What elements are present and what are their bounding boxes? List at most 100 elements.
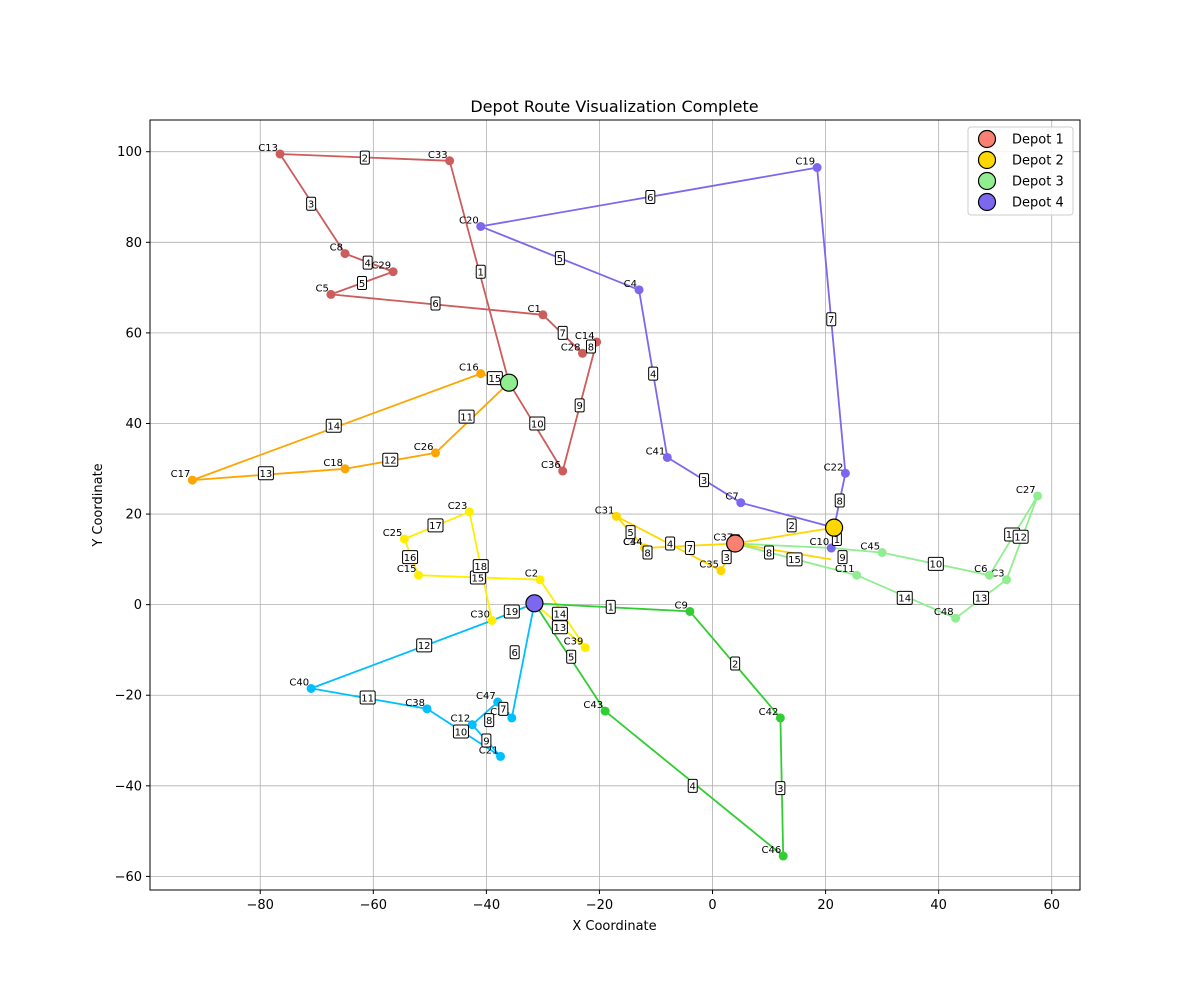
step-label: 14: [898, 594, 911, 605]
customer-point: [600, 706, 610, 716]
customer-point: [611, 511, 621, 521]
step-label-box: [416, 638, 433, 653]
customer-label: C39: [564, 637, 584, 648]
step-label-box: [927, 556, 944, 571]
step-label-box: [786, 552, 803, 567]
x-tick-label: 40: [930, 898, 947, 913]
customer-point: [685, 606, 695, 616]
legend-marker: [977, 171, 997, 191]
step-label-box: [325, 418, 342, 433]
step-label-box: [551, 620, 568, 635]
step-label: 1: [834, 535, 840, 546]
x-tick-label: −20: [586, 898, 613, 913]
step-label: 8: [644, 548, 650, 559]
customer-label: C37: [713, 533, 733, 544]
customer-point: [487, 616, 497, 625]
step-label-box: [357, 276, 368, 291]
step-label-box: [837, 550, 848, 565]
customer-label: C23: [448, 501, 468, 512]
step-label-box: [574, 398, 585, 413]
step-label-box: [475, 264, 486, 279]
x-tick-label: 20: [817, 898, 834, 913]
customer-point: [422, 704, 432, 714]
step-label: 3: [723, 553, 729, 564]
step-label: 10: [929, 560, 942, 571]
y-tick-label: −60: [115, 870, 142, 885]
step-label: 2: [732, 659, 738, 670]
step-label-box: [382, 452, 399, 467]
step-label-box: [684, 541, 695, 556]
customer-label: C19: [795, 157, 815, 168]
step-label-box: [721, 550, 732, 565]
customer-label: C13: [258, 143, 278, 154]
step-labels-layer: 1234567891012345678981011121314152345781…: [257, 150, 1029, 796]
legend-marker: [977, 192, 997, 212]
customer-label: C3: [991, 569, 1004, 580]
customer-point: [1033, 491, 1043, 501]
customer-point: [1002, 575, 1012, 585]
step-label: 11: [1006, 530, 1019, 541]
customer-label: C47: [476, 691, 496, 702]
x-tick-label: 0: [708, 898, 716, 913]
customer-label: C12: [451, 714, 471, 725]
customer-label: C15: [397, 564, 417, 575]
customer-label: C38: [405, 698, 425, 709]
step-label: 2: [362, 153, 368, 164]
legend: Depot 1 Depot 2 Depot 3 Depot 4: [967, 126, 1074, 216]
customer-point: [634, 285, 644, 295]
step-label-box: [472, 559, 489, 574]
step-label-box: [452, 724, 469, 739]
step-label: 17: [429, 521, 442, 532]
customer-point: [507, 713, 517, 723]
step-label: 4: [690, 782, 696, 793]
y-tick-label: 20: [125, 508, 142, 523]
customer-point: [716, 566, 726, 576]
step-label: 8: [486, 716, 492, 727]
step-label-box: [645, 190, 656, 204]
chart-title: Depot Route Visualization Complete: [470, 97, 758, 116]
step-label: 7: [687, 544, 693, 555]
customer-label: C34: [623, 537, 643, 548]
customer-point: [778, 851, 788, 861]
step-label-box: [834, 493, 845, 508]
customer-label: C10: [810, 537, 830, 548]
y-tick-label: 0: [134, 598, 142, 613]
step-label-box: [648, 366, 659, 381]
step-label: 13: [975, 594, 988, 605]
step-label: 9: [576, 401, 582, 412]
legend-entry: Depot 1: [1012, 133, 1064, 148]
route-line: [479, 166, 847, 529]
step-label-box: [896, 590, 913, 605]
customer-label: C5: [316, 283, 329, 294]
customer-point: [662, 452, 672, 462]
customer-label: C14: [575, 331, 595, 342]
customer-label: C30: [470, 610, 490, 621]
customer-label: C20: [459, 215, 479, 226]
step-label: 19: [505, 607, 518, 618]
step-label: 11: [460, 412, 473, 423]
customer-point: [535, 575, 545, 585]
step-label-box: [529, 416, 546, 431]
customer-label: C11: [835, 564, 855, 575]
step-label: 12: [384, 456, 397, 467]
y-tick-label: 60: [125, 326, 142, 341]
step-label: 4: [364, 258, 370, 269]
step-label: 12: [1014, 533, 1027, 544]
step-label-box: [605, 599, 616, 614]
step-label: 5: [627, 528, 633, 539]
step-label: 15: [472, 573, 485, 584]
step-label: 11: [361, 693, 374, 704]
customer-label: C18: [323, 458, 343, 469]
customer-point: [736, 498, 746, 508]
axis-ticks: −80 −60 −40 −20 0 20 40 60 −60 −40 −20 0 20 40 60 80 100: [115, 145, 1060, 913]
customer-point: [840, 468, 850, 478]
step-label-box: [503, 604, 520, 619]
step-label-box: [509, 645, 520, 660]
customer-label: C28: [561, 342, 581, 353]
customer-point: [388, 267, 398, 277]
customer-point: [580, 643, 590, 653]
customer-label: C1: [528, 304, 541, 315]
customer-point: [577, 348, 587, 358]
customer-point: [812, 163, 822, 173]
step-label-box: [826, 312, 837, 327]
